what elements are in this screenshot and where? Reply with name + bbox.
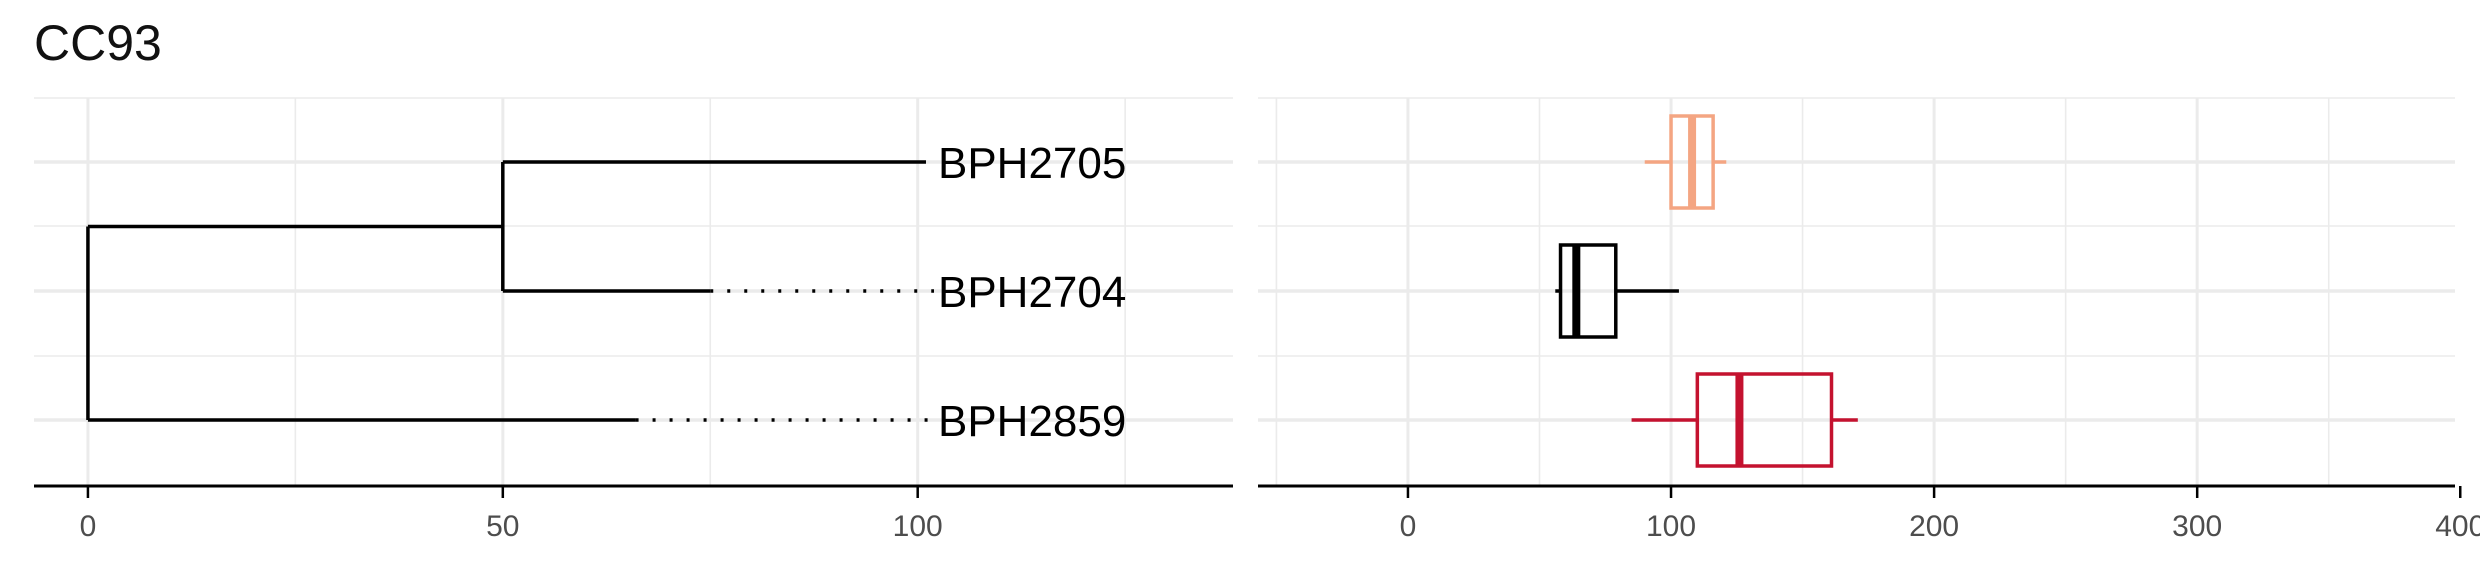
tree-x-tick-label: 100 xyxy=(893,510,943,543)
box-x-tick-label: 400 xyxy=(2435,510,2480,543)
tip-label-BPH2705: BPH2705 xyxy=(938,139,1126,188)
tip-label-BPH2859: BPH2859 xyxy=(938,397,1126,446)
page-title: CC93 xyxy=(34,15,162,71)
box-x-tick-label: 200 xyxy=(1909,510,1959,543)
box-x-tick-label: 300 xyxy=(2172,510,2222,543)
box-x-tick-label: 100 xyxy=(1646,510,1696,543)
box-BPH2704 xyxy=(1558,243,1618,339)
box-BPH2859 xyxy=(1695,372,1834,468)
boxplot-panel: 0 100 200 300 400 xyxy=(1258,97,2480,543)
box-x-tick-label: 0 xyxy=(1400,510,1417,543)
tree-x-tick-label: 0 xyxy=(80,510,97,543)
tree-panel: 0 50 100 BPH2705 BPH2704 BPH2859 xyxy=(34,97,1233,543)
tip-label-BPH2704: BPH2704 xyxy=(938,268,1126,317)
tree-x-tick-label: 50 xyxy=(486,510,519,543)
